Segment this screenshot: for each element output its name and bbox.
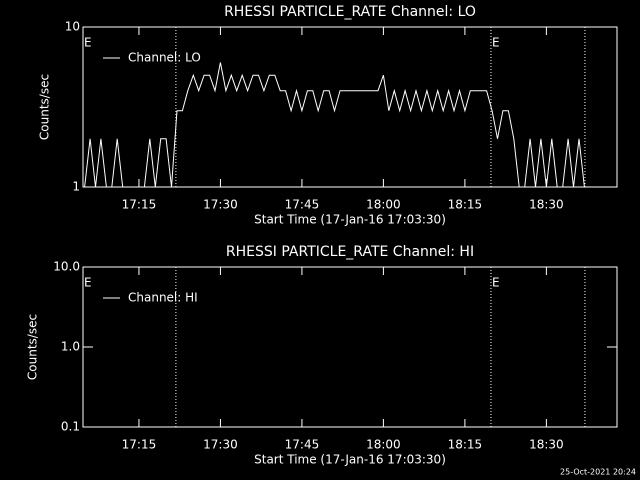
x-tick-label: 17:15: [122, 198, 157, 212]
y-axis-label: Counts/sec: [26, 314, 40, 380]
y-tick-label: 1: [72, 180, 80, 194]
y-tick-label: 10: [65, 20, 80, 34]
y-tick-label: 1.0: [61, 340, 80, 354]
event-marker: E: [84, 36, 92, 50]
legend-label: Channel: LO: [128, 51, 201, 65]
x-tick-label: 17:30: [203, 198, 238, 212]
x-tick-label: 18:15: [448, 198, 483, 212]
x-tick-label: 18:00: [366, 198, 401, 212]
x-axis-label: Start Time (17-Jan-16 17:03:30): [254, 453, 446, 467]
x-tick-label: 18:30: [529, 198, 564, 212]
legend-label: Channel: HI: [128, 291, 198, 305]
timestamp: 25-Oct-2021 20:24: [560, 468, 636, 477]
event-marker: E: [492, 276, 500, 290]
y-axis-label: Counts/sec: [38, 74, 52, 140]
x-tick-label: 17:15: [122, 438, 157, 452]
x-tick-label: 18:00: [366, 438, 401, 452]
plot-frame: [82, 26, 618, 188]
y-tick-label: 0.1: [61, 420, 80, 434]
x-tick-label: 17:30: [203, 438, 238, 452]
x-tick-label: 17:45: [285, 198, 320, 212]
x-axis-label: Start Time (17-Jan-16 17:03:30): [254, 213, 446, 227]
event-marker: E: [84, 276, 92, 290]
chart-title: RHESSI PARTICLE_RATE Channel: LO: [224, 4, 476, 20]
event-marker: E: [492, 36, 500, 50]
x-tick-label: 17:45: [285, 438, 320, 452]
x-tick-label: 18:30: [529, 438, 564, 452]
x-tick-label: 18:15: [448, 438, 483, 452]
chart-title: RHESSI PARTICLE_RATE Channel: HI: [226, 244, 474, 260]
y-tick-label: 10.0: [53, 260, 80, 274]
data-line: [84, 62, 585, 188]
